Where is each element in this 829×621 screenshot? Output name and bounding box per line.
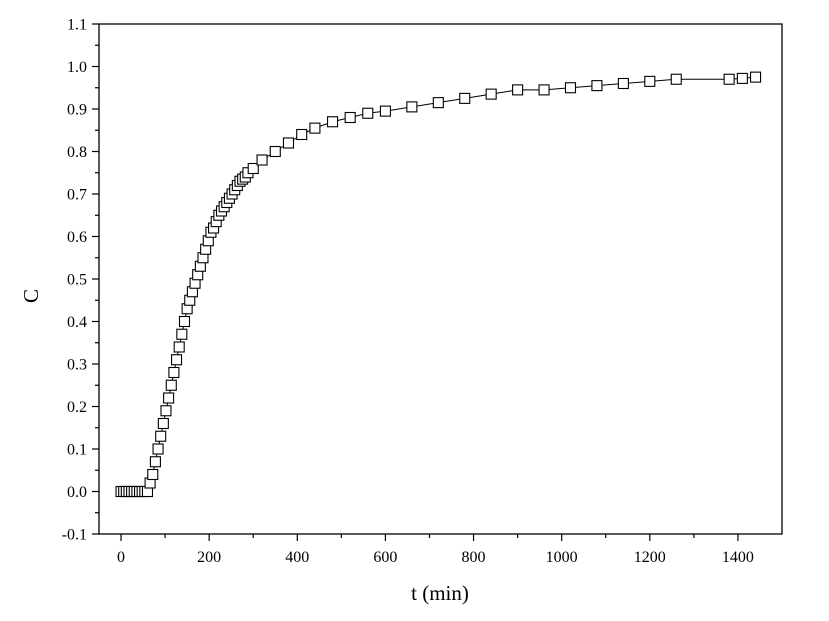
data-point	[432, 97, 444, 109]
data-point	[379, 105, 391, 117]
y-tick-label: 0.8	[67, 144, 87, 161]
data-point	[344, 111, 356, 124]
data-point	[723, 73, 735, 85]
data-point	[152, 443, 164, 455]
data-point	[247, 162, 259, 175]
data-point	[591, 80, 603, 92]
data-point	[309, 122, 321, 134]
data-point	[160, 405, 172, 417]
y-tick-label: 1.1	[67, 17, 87, 34]
y-tick-label: 0.4	[67, 314, 87, 331]
y-axis-tick-labels: -0.1 0.0 0.1 0.2 0.3 0.4 0.5 0.6 0.7 0.8 0.9 1.0 1.1	[62, 17, 87, 544]
data-point	[670, 73, 682, 85]
y-tick-label: -0.1	[62, 527, 87, 544]
data-point	[256, 154, 268, 166]
y-axis-ticks	[92, 23, 99, 535]
data-point	[564, 82, 577, 94]
data-point	[173, 341, 185, 353]
data-point	[171, 354, 183, 366]
data-point	[165, 379, 177, 391]
data-point	[157, 417, 169, 430]
data-point	[155, 430, 167, 442]
x-tick-label: 200	[197, 549, 221, 566]
y-tick-label: 0.3	[67, 357, 87, 374]
x-tick-label: 1200	[634, 549, 666, 566]
y-axis-title: C	[19, 289, 43, 303]
data-point	[147, 468, 159, 481]
x-tick-label: 800	[462, 549, 486, 566]
data-point	[736, 72, 748, 84]
data-point	[296, 128, 308, 141]
y-tick-label: 1.0	[67, 59, 87, 76]
data-point	[282, 137, 295, 149]
y-tick-label: 0.9	[67, 102, 87, 119]
x-tick-label: 1000	[546, 549, 578, 566]
x-axis-ticks	[120, 534, 739, 541]
series-line	[121, 76, 756, 492]
x-axis-tick-labels: 0 200 400 600 800 1000 1200 1400	[117, 549, 754, 566]
data-point	[538, 84, 550, 96]
data-point	[406, 101, 418, 113]
x-tick-label: 600	[373, 549, 397, 566]
data-point	[512, 84, 524, 96]
y-tick-label: 0.7	[67, 187, 87, 204]
y-tick-label: 0.0	[67, 484, 87, 501]
data-point	[168, 366, 180, 379]
data-series	[115, 71, 762, 498]
data-point	[178, 315, 191, 328]
data-point	[149, 456, 161, 468]
data-point	[269, 145, 281, 158]
data-point	[617, 77, 629, 90]
y-tick-label: 0.5	[67, 272, 87, 289]
x-tick-label: 0	[117, 549, 125, 566]
data-point	[485, 88, 497, 100]
x-tick-label: 400	[285, 549, 309, 566]
y-tick-label: 0.2	[67, 399, 87, 416]
data-point	[163, 392, 175, 404]
y-tick-label: 0.1	[67, 442, 87, 459]
data-point	[644, 75, 656, 87]
y-tick-label: 0.6	[67, 229, 87, 246]
x-tick-label: 1400	[722, 549, 754, 566]
data-point	[750, 71, 762, 83]
data-point	[326, 116, 339, 128]
data-point	[362, 107, 374, 119]
data-point	[176, 328, 188, 340]
x-axis-title: t (min)	[411, 581, 469, 605]
data-point	[459, 92, 471, 104]
